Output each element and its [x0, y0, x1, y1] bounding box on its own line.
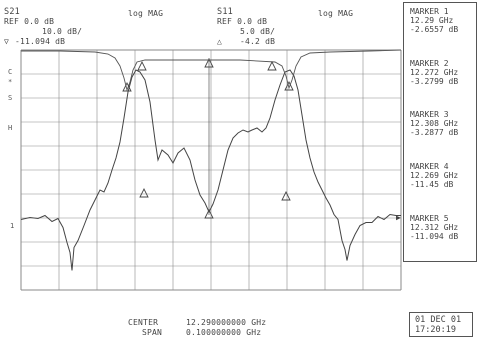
- ch2-ref: REF 0.0 dB: [217, 17, 268, 26]
- ch1-ref: REF 0.0 dB: [4, 17, 55, 26]
- marker-5-name: MARKER 5: [410, 214, 449, 223]
- marker-glyphs: [122, 57, 294, 219]
- marker-4-value: -11.45 dB: [410, 180, 454, 189]
- ch1-param: S21: [4, 7, 20, 17]
- marker-4-freq: 12.269 GHz: [410, 171, 459, 180]
- marker-2-name: MARKER 2: [410, 59, 449, 68]
- plot-grid: [20, 49, 402, 291]
- marker-3-freq: 12.308 GHz: [410, 119, 459, 128]
- s21-trace: [20, 69, 401, 271]
- ch1-format: log MAG: [128, 9, 164, 18]
- left-label-c: C: [8, 68, 13, 76]
- marker-2-freq: 12.272 GHz: [410, 68, 459, 77]
- ch1-marker-value: -11.094 dB: [15, 37, 66, 46]
- s11-trace: [21, 49, 402, 92]
- marker-1-freq: 12.29 GHz: [410, 16, 454, 25]
- marker-2-value: -3.2799 dB: [410, 77, 459, 86]
- ch2-param: S11: [217, 7, 233, 17]
- center-value: 12.290000000 GHz: [186, 318, 267, 327]
- marker-s11-glyph: [267, 60, 277, 71]
- date-time-box: 01 DEC 01 17:20:19: [409, 312, 473, 337]
- ch1-scale: 10.0 dB/: [42, 27, 83, 36]
- center-label: CENTER: [128, 318, 159, 327]
- marker-panel: MARKER 1 12.29 GHz -2.6557 dB MARKER 2 1…: [403, 2, 477, 262]
- marker-4-name: MARKER 4: [410, 162, 449, 171]
- ch2-marker-triangle-icon: △: [217, 37, 223, 46]
- marker-3-name: MARKER 3: [410, 110, 449, 119]
- marker-3-value: -3.2877 dB: [410, 128, 459, 137]
- marker-s11-glyph: [137, 60, 147, 71]
- marker-1-name: MARKER 1: [410, 7, 449, 16]
- span-value: 0.100000000 GHz: [186, 328, 262, 337]
- left-label-1: 1: [10, 222, 15, 230]
- left-label-h: H: [8, 124, 13, 132]
- marker-1-s21-glyph: [204, 208, 214, 219]
- left-label-star: *: [8, 78, 13, 86]
- date-text: 01 DEC 01: [415, 315, 462, 325]
- marker-5-freq: 12.312 GHz: [410, 223, 459, 232]
- left-label-s: S: [8, 94, 13, 102]
- marker-3-glyph: [284, 80, 294, 91]
- marker-5-value: -11.094 dB: [410, 232, 459, 241]
- ch2-marker-value: -4.2 dB: [240, 37, 276, 46]
- active-marker-arrow-icon: ▶: [396, 213, 402, 222]
- ch2-scale: 5.0 dB/: [240, 27, 276, 36]
- ch1-marker-triangle-icon: ▽: [4, 37, 10, 46]
- marker-4-glyph: [139, 187, 149, 198]
- marker-5-glyph: [281, 190, 291, 201]
- span-label: SPAN: [142, 328, 163, 337]
- ch2-format: log MAG: [318, 9, 354, 18]
- marker-1-value: -2.6557 dB: [410, 25, 459, 34]
- marker-2-glyph: [122, 81, 132, 92]
- time-text: 17:20:19: [415, 325, 456, 335]
